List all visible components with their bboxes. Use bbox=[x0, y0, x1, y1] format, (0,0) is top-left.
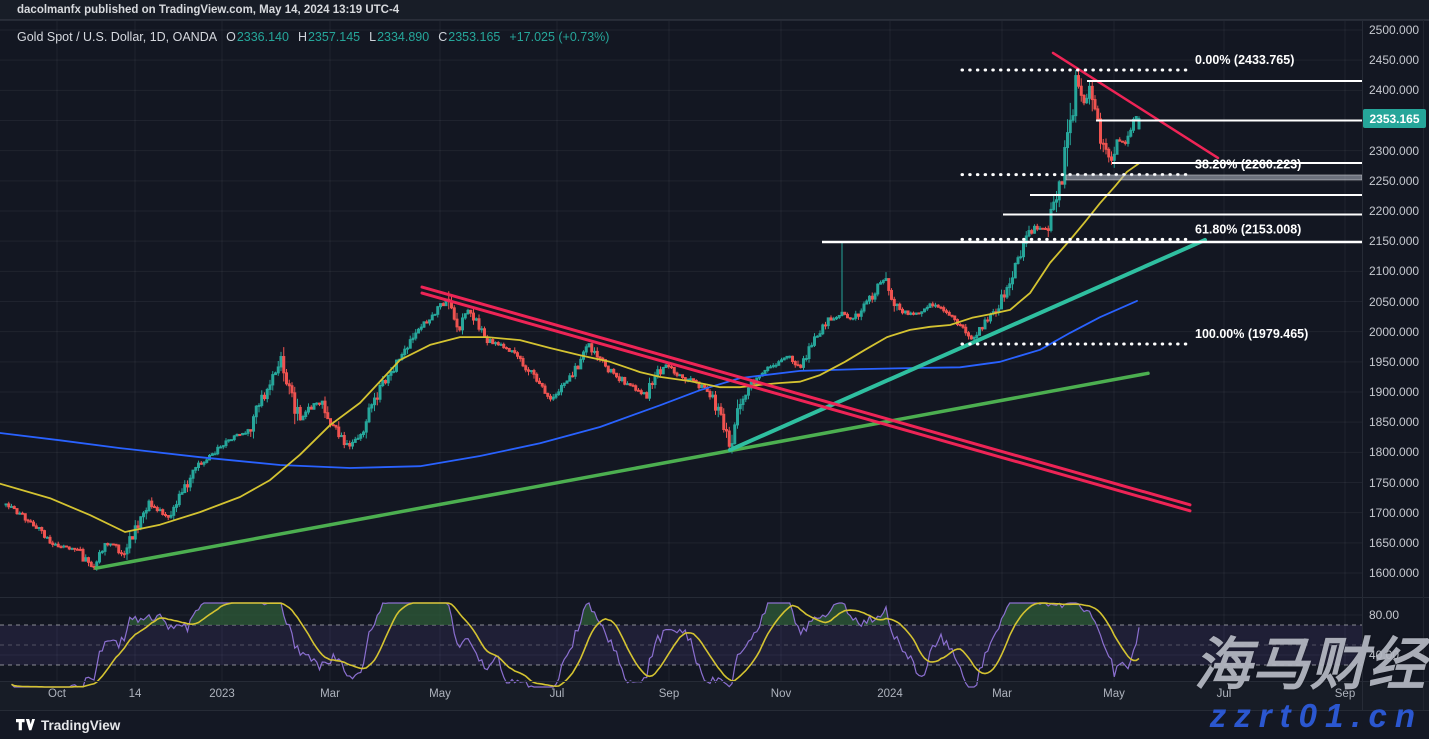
price-tick-label: 2250.000 bbox=[1369, 173, 1420, 188]
price-tick-label: 1850.000 bbox=[1369, 415, 1420, 430]
time-tick-label: Sep bbox=[1334, 688, 1356, 700]
publish-bar: dacolmanfx published on TradingView.com,… bbox=[0, 0, 1429, 20]
fib-level-label: 38.20% (2260.223) bbox=[1195, 158, 1301, 172]
fib-level-label: 0.00% (2433.765) bbox=[1195, 53, 1294, 67]
price-tick-label: 1900.000 bbox=[1369, 385, 1420, 399]
ma-yellow-line bbox=[0, 161, 1141, 533]
ohlc-high: H 2357.145 bbox=[297, 30, 361, 44]
symbol-legend: Gold Spot / U.S. Dollar, 1D, OANDA O 2336… bbox=[17, 30, 609, 44]
descending-trendline-pink bbox=[1051, 51, 1220, 160]
ohlc-low: L 2334.890 bbox=[369, 30, 430, 44]
rsi-tick-label: 80.00 bbox=[1369, 608, 1400, 622]
rsi-overbought-fill bbox=[580, 603, 600, 625]
rsi-overbought-fill bbox=[190, 603, 290, 625]
price-tick-label: 1800.000 bbox=[1369, 445, 1420, 460]
rsi-overbought-fill bbox=[809, 603, 859, 625]
ohlc-open: O 2336.140 bbox=[226, 30, 289, 44]
fib-level-label: 100.00% (1979.465) bbox=[1195, 327, 1308, 341]
time-axis-strip bbox=[0, 682, 1429, 710]
footer-bar: TradingView bbox=[0, 711, 1429, 739]
time-tick-label: Mar bbox=[992, 688, 1012, 700]
time-tick-label: Jul bbox=[1216, 688, 1232, 700]
time-tick-label: 2024 bbox=[877, 688, 903, 700]
descending-channel-pink bbox=[420, 285, 1192, 507]
price-tick-label: 2500.000 bbox=[1369, 23, 1420, 37]
rsi-line bbox=[11, 602, 1140, 688]
price-tick-label: 1600.000 bbox=[1369, 566, 1420, 580]
candles-up bbox=[4, 69, 1141, 571]
time-tick-label: Nov bbox=[770, 688, 792, 700]
candles-down bbox=[7, 69, 1127, 570]
watermark-cn: 海马财经 bbox=[1194, 633, 1426, 697]
publish-text: dacolmanfx published on TradingView.com,… bbox=[17, 3, 400, 16]
time-tick-label: May bbox=[1103, 688, 1125, 700]
price-tick-label: 1750.000 bbox=[1369, 475, 1420, 490]
last-price-value: 2353.165 bbox=[1369, 111, 1420, 126]
last-price-badge: 2353.165 bbox=[1363, 109, 1426, 129]
ohlc-close: C 2353.165 bbox=[438, 30, 501, 44]
price-tick-label: 2400.000 bbox=[1369, 83, 1420, 98]
time-tick-label: Oct bbox=[48, 688, 66, 700]
price-tick-label: 1700.000 bbox=[1369, 505, 1420, 520]
price-tick-label: 1650.000 bbox=[1369, 535, 1420, 550]
rsi-overbought-fill bbox=[864, 606, 889, 625]
price-tick-label: 2450.000 bbox=[1369, 53, 1420, 68]
price-tick-label: 2200.000 bbox=[1369, 204, 1420, 218]
time-tick-label: May bbox=[429, 688, 451, 700]
brand-label: TradingView bbox=[41, 717, 121, 733]
rsi-ma-line bbox=[11, 602, 1140, 688]
watermark-url: zzrt01.cn bbox=[1209, 697, 1423, 734]
ascending-trendline-teal bbox=[728, 237, 1207, 452]
rsi-overbought-fill bbox=[374, 603, 452, 625]
resistance-zone bbox=[1065, 174, 1363, 181]
time-tick-label: 14 bbox=[128, 688, 142, 700]
time-axis[interactable]: Oct 14 2023 Mar May Jul Sep Nov 2024 Mar May Jul Sep bbox=[0, 681, 1362, 710]
tradingview-logo[interactable]: TradingView bbox=[16, 718, 120, 733]
rsi-tick-label: 40.00 bbox=[1369, 648, 1400, 662]
price-tick-label: 2000.000 bbox=[1369, 324, 1420, 339]
time-tick-label: Sep bbox=[658, 688, 680, 700]
time-tick-label: 2023 bbox=[209, 688, 235, 700]
rsi-overbought-fill bbox=[1001, 603, 1095, 625]
price-tick-label: 2150.000 bbox=[1369, 234, 1420, 249]
descending-channel-pink-2 bbox=[420, 291, 1192, 513]
price-axis[interactable]: 2500.000 2450.000 2400.000 2300.000 2250.000… bbox=[1363, 0, 1429, 710]
fib-level-label: 61.80% (2153.008) bbox=[1195, 222, 1301, 236]
time-tick-label: Mar bbox=[320, 688, 340, 700]
ma-blue-line bbox=[0, 299, 1138, 469]
price-tick-label: 2300.000 bbox=[1369, 143, 1420, 158]
time-tick-label: Jul bbox=[549, 688, 565, 700]
ascending-trendline-green bbox=[94, 371, 1150, 570]
price-tick-label: 2050.000 bbox=[1369, 294, 1420, 309]
price-tick-label: 2100.000 bbox=[1369, 264, 1420, 279]
symbol-title: Gold Spot / U.S. Dollar, 1D, OANDA bbox=[17, 30, 218, 44]
change-value: +17.025 (+0.73%) bbox=[509, 30, 610, 44]
price-tick-label: 1950.000 bbox=[1369, 354, 1420, 369]
tradingview-logo-icon bbox=[16, 719, 35, 731]
